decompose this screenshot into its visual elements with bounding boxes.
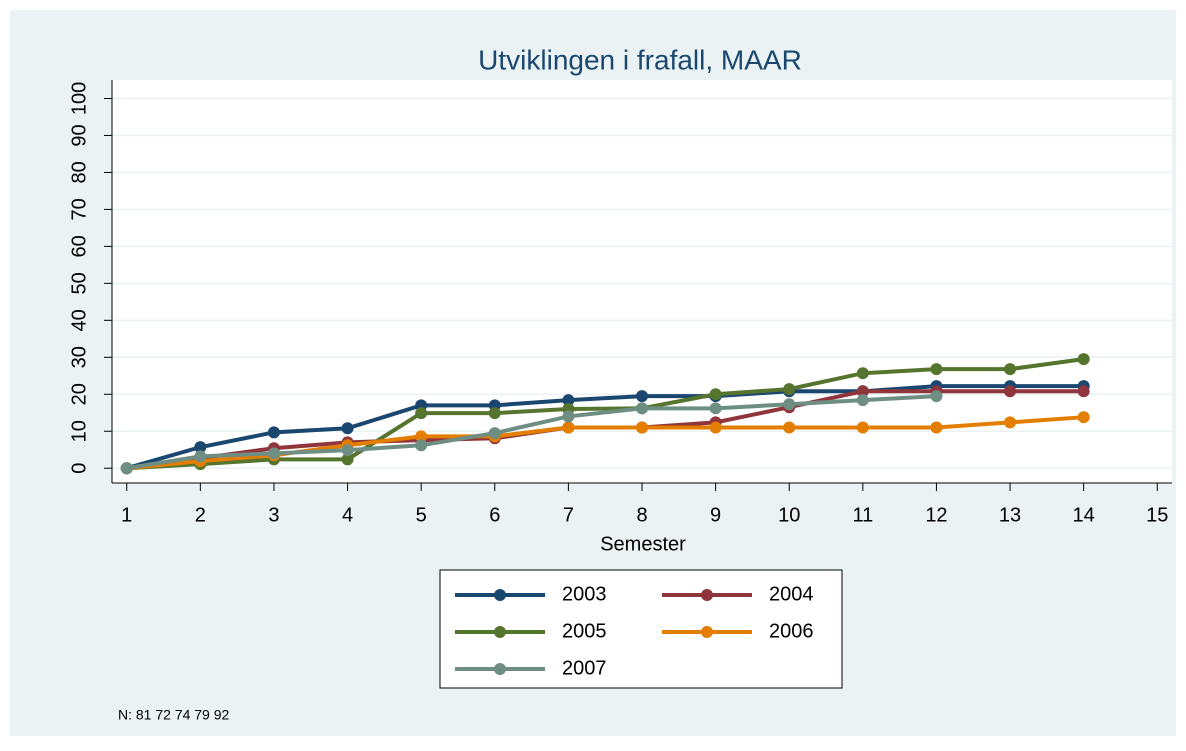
point	[415, 407, 428, 420]
point	[488, 427, 501, 440]
plot-area	[112, 80, 1172, 483]
y-tick-label: 100	[68, 82, 90, 115]
x-tick-label: 12	[925, 504, 947, 526]
point	[856, 394, 869, 407]
point	[709, 402, 722, 415]
x-tick-label: 8	[636, 504, 647, 526]
point	[120, 462, 133, 475]
series-line	[126, 357, 1084, 471]
legend-label: 2005	[562, 620, 607, 642]
legend-marker	[494, 589, 506, 601]
point	[856, 367, 869, 380]
legend-marker	[701, 626, 713, 638]
point	[783, 383, 796, 396]
x-tick-label: 13	[999, 504, 1021, 526]
y-tick-label: 50	[68, 272, 90, 294]
x-axis-label: Semester	[600, 533, 686, 555]
point	[1004, 363, 1017, 376]
legend-label: 2007	[562, 657, 607, 679]
point	[1004, 416, 1017, 429]
x-tick-label: 14	[1073, 504, 1095, 526]
series-line	[126, 384, 1084, 471]
point	[562, 410, 575, 423]
point	[1077, 411, 1090, 424]
point	[709, 421, 722, 434]
point	[1004, 385, 1017, 398]
point	[267, 447, 280, 460]
point	[783, 421, 796, 434]
point	[783, 398, 796, 411]
point	[856, 421, 869, 434]
y-tick-label: 20	[68, 383, 90, 405]
point	[1077, 353, 1090, 366]
legend-marker	[494, 663, 506, 675]
point	[930, 390, 943, 403]
point	[341, 422, 354, 435]
chart-title: Utviklingen i frafall, MAAR	[478, 44, 802, 75]
point	[415, 430, 428, 443]
y-tick-label: 40	[68, 309, 90, 331]
point	[1077, 385, 1090, 398]
note: N: 81 72 74 79 92	[118, 707, 230, 723]
y-tick-label: 60	[68, 235, 90, 257]
series-line	[126, 394, 937, 471]
point	[930, 421, 943, 434]
point	[267, 426, 280, 439]
y-tick-label: 80	[68, 161, 90, 183]
point	[856, 385, 869, 398]
y-tick-label: 10	[68, 420, 90, 442]
x-tick-label: 10	[778, 504, 800, 526]
legend-label: 2004	[769, 583, 814, 605]
point	[562, 421, 575, 434]
y-tick-label: 30	[68, 346, 90, 368]
point	[488, 407, 501, 420]
legend-label: 2003	[562, 583, 607, 605]
point	[194, 441, 207, 454]
y-tick-label: 70	[68, 198, 90, 220]
legend-marker	[494, 626, 506, 638]
point	[341, 453, 354, 466]
legend-marker	[701, 589, 713, 601]
point	[709, 388, 722, 401]
y-tick-label: 90	[68, 124, 90, 146]
point	[636, 390, 648, 403]
x-tick-label: 7	[563, 504, 574, 526]
point	[930, 363, 943, 376]
x-tick-label: 6	[489, 504, 500, 526]
x-tick-label: 5	[416, 504, 427, 526]
point	[415, 439, 428, 452]
x-tick-label: 2	[195, 504, 206, 526]
x-tick-label: 15	[1146, 504, 1168, 526]
x-tick-label: 9	[710, 504, 721, 526]
point	[194, 450, 207, 463]
x-tick-label: 11	[852, 504, 873, 526]
point	[636, 421, 648, 434]
legend-label: 2006	[769, 620, 814, 642]
point	[562, 394, 575, 407]
x-tick-label: 4	[342, 504, 353, 526]
point	[341, 444, 354, 457]
point	[636, 402, 648, 415]
x-tick-label: 1	[121, 504, 132, 526]
y-tick-label: 0	[68, 463, 90, 474]
x-tick-label: 3	[268, 504, 279, 526]
